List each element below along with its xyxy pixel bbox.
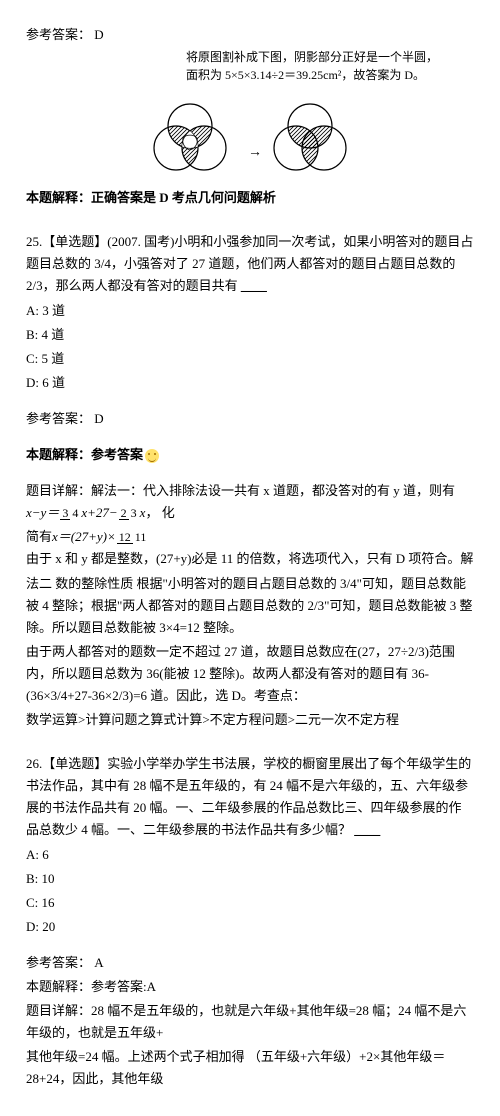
q25-method2-l1: 法二 数的整除性质 根据"小明答对的题目占题目总数的 3/4"可知，题目总数能被… (26, 573, 474, 639)
q25-detail-line1: 题目详解： 解法一：代入排除法设一共有 x 道题，都没答对的有 y 道，则有 x… (26, 480, 474, 524)
text: 参考答案 (91, 447, 143, 462)
eq2-lhs: x＝(27+y)× (52, 526, 116, 548)
detail-label: 题目详解： (26, 1003, 91, 1018)
q26-header: 26.【单选题】实验小学举办学生书法展，学校的橱窗里展出了每个年级学生的书法作品… (26, 753, 474, 841)
fold-line1: 将原图割补成下图，阴影部分正好是一个半圆， (186, 48, 474, 66)
l2d: 28+24 (26, 1068, 59, 1090)
label: 参考答案： (26, 411, 91, 426)
q25-detail-line2: 简有 x＝(27+y)× 1211 由于 x 和 y 都是整数，(27+y)必是… (26, 526, 474, 570)
label: 本题解释： (26, 190, 91, 205)
text: 正确答案是 D 考点几何问题解析 (91, 190, 276, 205)
eq1-mid: x+27− (81, 502, 117, 524)
q25-method2-l3: 数学运算>计算问题之算式计算>不定方程问题>二元一次不定方程 (26, 709, 474, 731)
after-eq1: ， 化 (145, 502, 174, 524)
q25-blank: ____ (241, 278, 267, 293)
q25-opt-a: A: 3 道 (26, 300, 474, 322)
q26-detail-l2: 其他年级=24 幅。上述两个式子相加得 （五年级+六年级） +2× 其他年级＝ … (26, 1046, 474, 1090)
label: 参考答案： (26, 955, 91, 970)
q26-detail-l1: 题目详解：28 幅不是五年级的，也就是六年级+其他年级=28 幅；24 幅不是六… (26, 1000, 474, 1044)
value: A (94, 955, 103, 970)
q26-opt-c: C: 16 (26, 892, 474, 914)
eq1-frac2: 23 (119, 507, 139, 520)
q26-header-text: 26.【单选题】实验小学举办学生书法展，学校的橱窗里展出了每个年级学生的书法作品… (26, 756, 471, 837)
q25-header: 25.【单选题】(2007. 国考)小明和小强参加同一次考试，如果小明答对的题目… (26, 231, 474, 297)
smile-icon (145, 449, 159, 463)
q24-explain: 本题解释：正确答案是 D 考点几何问题解析 (26, 187, 474, 209)
method1-lead: 解法一：代入排除法设一共有 x 道题，都没答对的有 y 道，则有 (91, 480, 455, 502)
l2c: 其他年级＝ (380, 1046, 445, 1068)
l2b: +2× (359, 1046, 380, 1068)
eq1-frac1: 34 (60, 507, 80, 520)
q26-blank: ____ (354, 822, 380, 837)
value: D (94, 411, 103, 426)
l2a: 其他年级=24 幅。上述两个式子相加得 （五年级+六年级） (26, 1046, 359, 1068)
q26-opt-b: B: 10 (26, 868, 474, 890)
label: 本题解释： (26, 447, 91, 462)
label: 参考答案： (26, 27, 91, 42)
fold-line2: 面积为 5×5×3.14÷2＝39.25cm²，故答案为 D。 (186, 66, 474, 84)
q26-opt-a: A: 6 (26, 844, 474, 866)
eq1-lhs: x−y＝ (26, 502, 59, 524)
q26-ref-answer: 参考答案： A (26, 952, 474, 974)
q26-explain: 本题解释：参考答案:A (26, 976, 474, 998)
value: D (94, 27, 103, 42)
q25-opt-d: D: 6 道 (26, 372, 474, 394)
label: 本题解释： (26, 979, 91, 994)
q24-ref-answer: 参考答案： D (26, 24, 474, 46)
q25-opt-b: B: 4 道 (26, 324, 474, 346)
text: 28 幅不是五年级的，也就是六年级+其他年级=28 幅；24 幅不是六年级的，也… (26, 1003, 466, 1040)
q26-opt-d: D: 20 (26, 916, 474, 938)
q25-ref-answer: 参考答案： D (26, 408, 474, 430)
simplify-lead: 简有 (26, 526, 52, 548)
eq2-frac: 1211 (117, 531, 149, 544)
detail-label: 题目详解： (26, 480, 91, 502)
q24-fold-text: 将原图割补成下图，阴影部分正好是一个半圆， 面积为 5×5×3.14÷2＝39.… (26, 48, 474, 84)
after-eq2a: 由于 x 和 y 都是整数，(27+y)必是 11 的倍数，将选项代入，只有 D… (26, 548, 473, 570)
q24-diagram: → (26, 90, 474, 187)
q25-method2-l2: 由于两人都答对的题数一定不超过 27 道，故题目总数应在(27，27÷2/3)范… (26, 641, 474, 707)
l2e: ，因此，其他年级 (59, 1068, 163, 1090)
arrow-icon: → (248, 145, 262, 160)
q25-opt-c: C: 5 道 (26, 348, 474, 370)
text: 参考答案:A (91, 979, 156, 994)
q25-explain: 本题解释：参考答案 (26, 444, 474, 466)
